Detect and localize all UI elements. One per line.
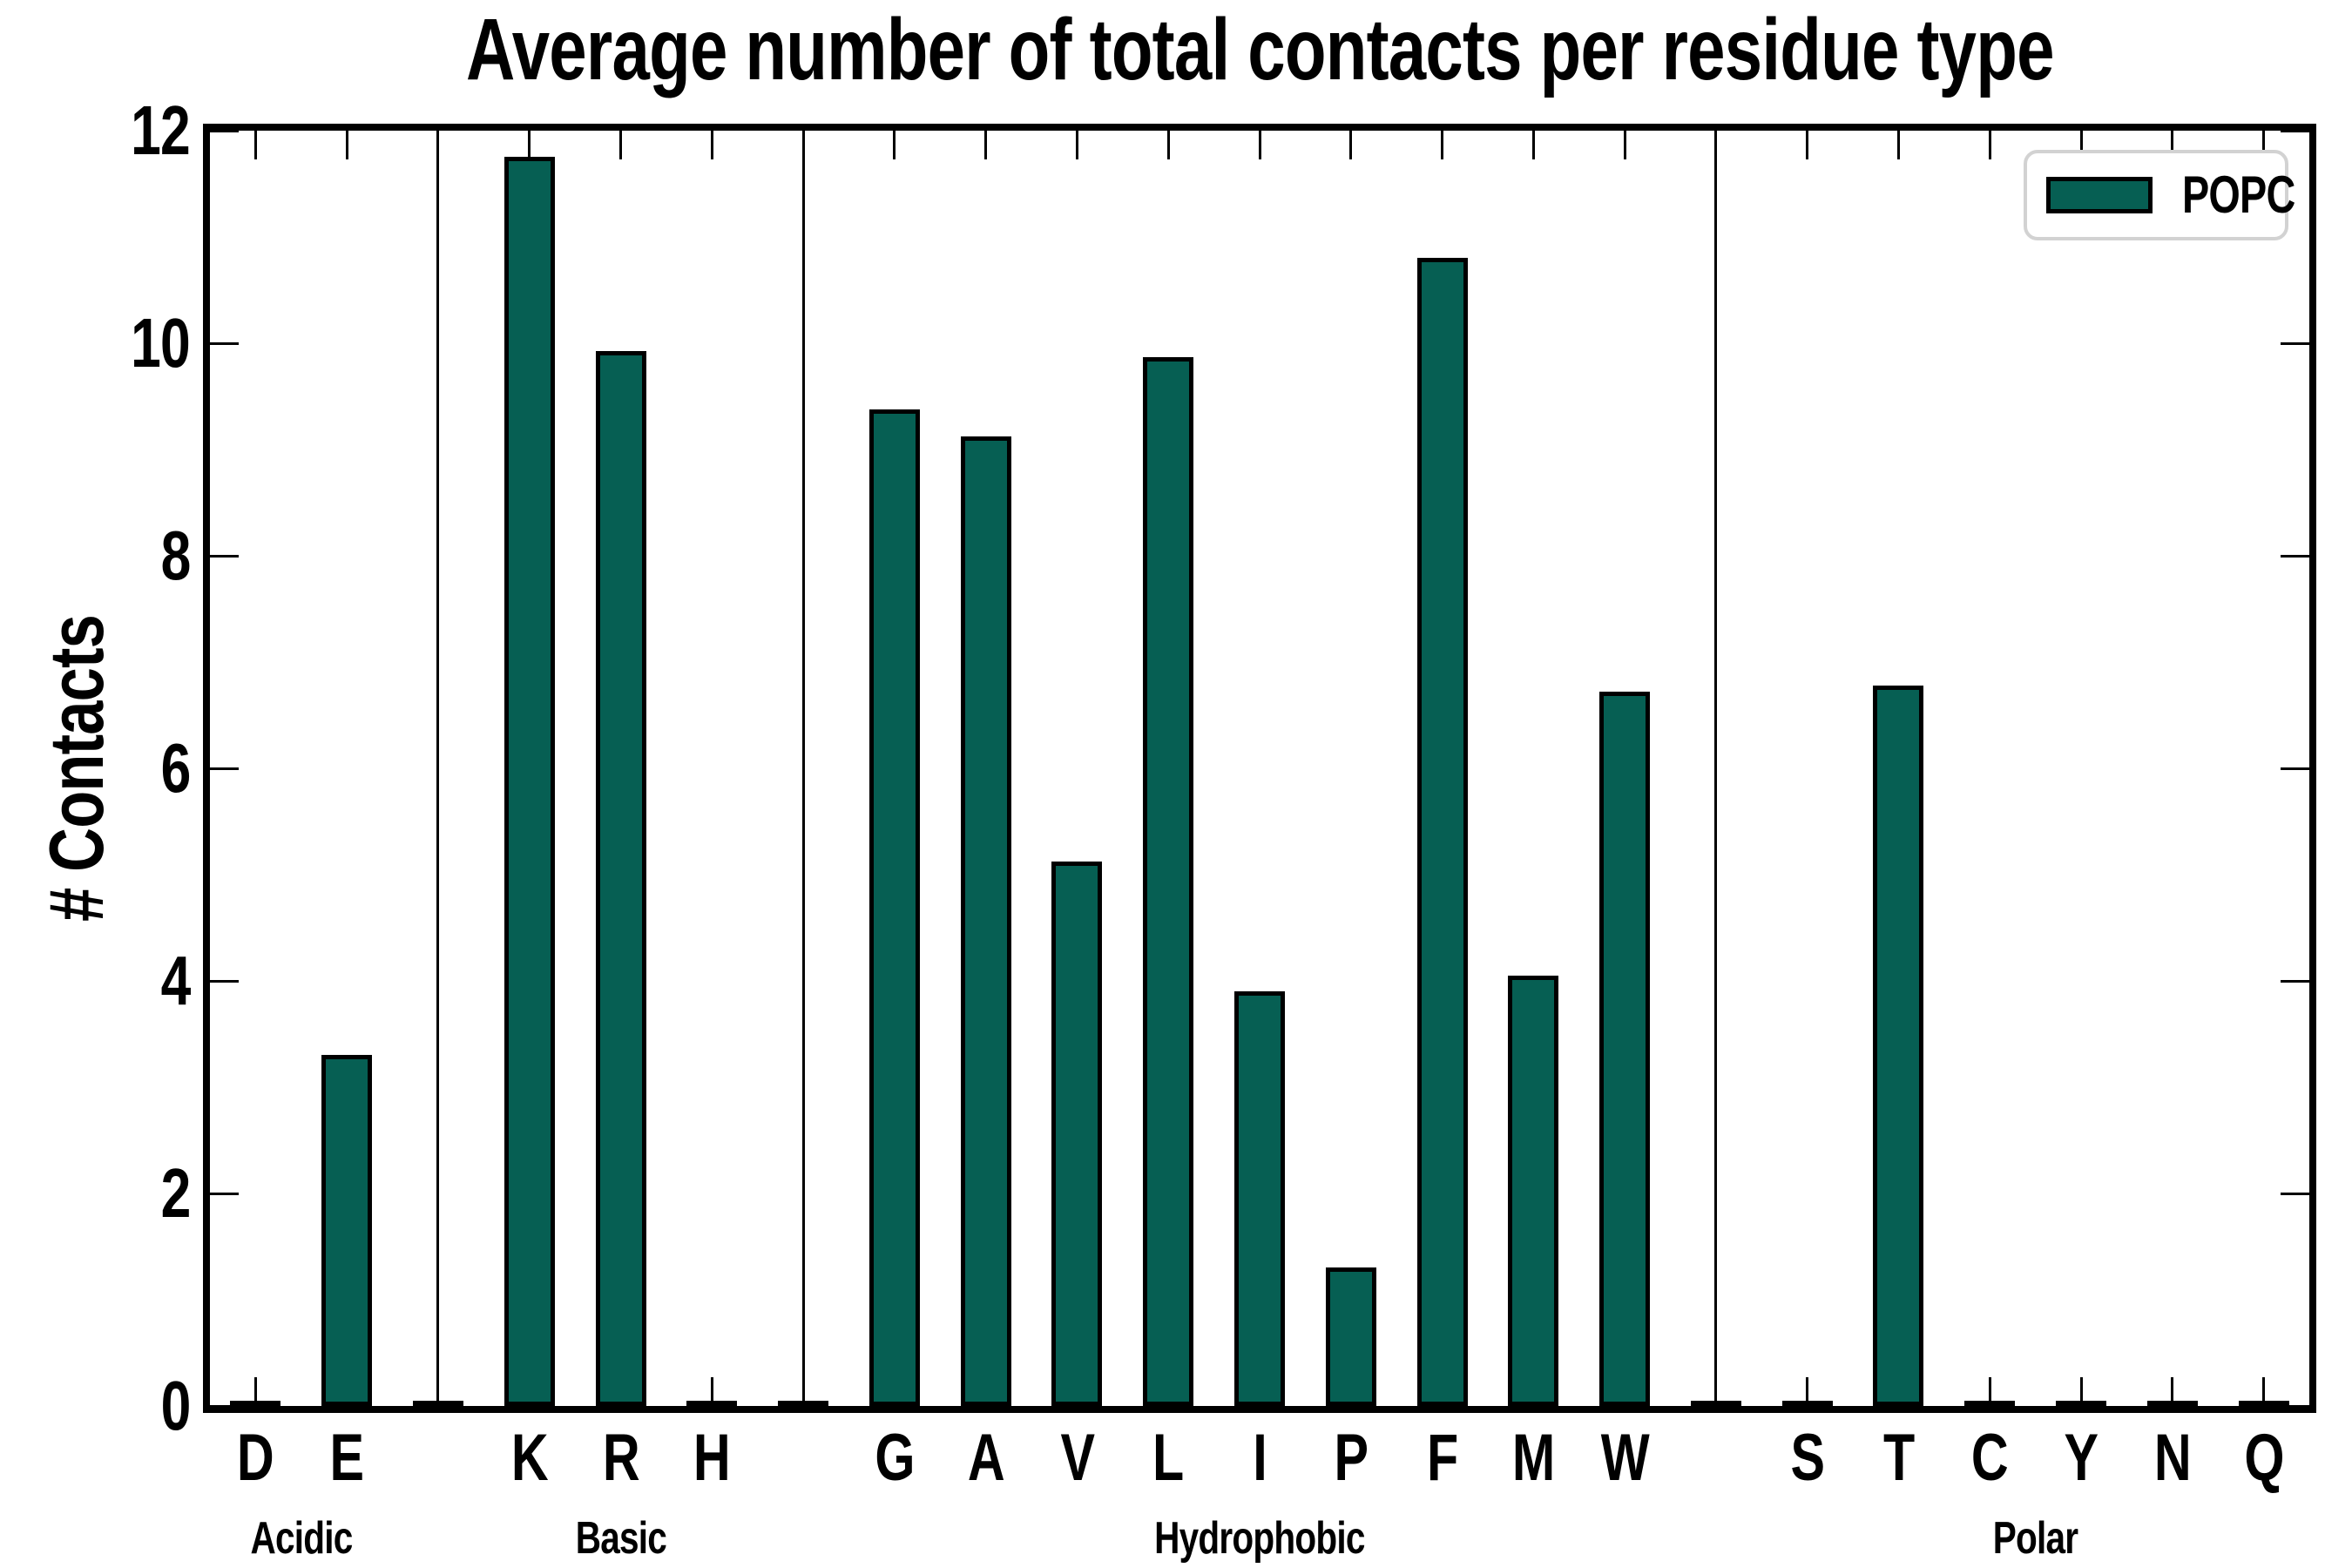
group-label-polar: Polar	[1992, 1513, 2078, 1564]
y-tick-right	[2281, 979, 2309, 983]
y-tick-left	[210, 979, 239, 983]
group-label-acidic: Acidic	[250, 1513, 353, 1564]
x-tick-label-L: L	[1152, 1421, 1184, 1495]
x-tick-label-N: N	[2153, 1421, 2192, 1495]
y-tick-label-0: 0	[160, 1367, 191, 1444]
y-tick-label-12: 12	[131, 91, 191, 169]
x-tick-label-F: F	[1426, 1421, 1458, 1495]
x-tick-label-E: E	[329, 1421, 365, 1495]
x-tick-top	[984, 131, 988, 159]
y-tick-left	[210, 341, 239, 345]
x-tick-top	[2079, 131, 2083, 159]
legend-box: POPC	[2024, 150, 2295, 240]
bar-N	[2147, 1401, 2198, 1409]
x-tick-label-S: S	[1790, 1421, 1825, 1495]
y-tick-right	[2281, 1192, 2309, 1195]
x-tick-label-Q: Q	[2243, 1421, 2284, 1495]
x-tick-top	[1531, 131, 1535, 159]
x-tick-bottom	[2171, 1377, 2174, 1406]
x-tick-label-G: G	[875, 1421, 915, 1495]
y-tick-left	[210, 1192, 239, 1195]
y-tick-label-4: 4	[160, 942, 191, 1019]
x-tick-top	[1623, 131, 1626, 159]
y-tick-left	[210, 1404, 239, 1408]
legend-swatch-popc	[2046, 177, 2153, 213]
y-tick-right	[2281, 767, 2309, 770]
x-tick-label-I: I	[1253, 1421, 1267, 1495]
bar-W	[1599, 692, 1650, 1406]
bar-E	[321, 1055, 372, 1406]
x-tick-label-P: P	[1334, 1421, 1369, 1495]
group-separator-line	[801, 131, 805, 1406]
x-tick-label-R: R	[602, 1421, 639, 1495]
x-tick-label-H: H	[693, 1421, 731, 1495]
bar-C	[1964, 1401, 2015, 1409]
x-tick-top	[1441, 131, 1444, 159]
chart-title-text: Average number of total contacts per res…	[465, 1, 2054, 98]
y-tick-left	[210, 767, 239, 770]
x-tick-top	[528, 131, 531, 159]
x-tick-top	[1258, 131, 1261, 159]
group-label-basic: Basic	[575, 1513, 666, 1564]
bar-I	[1234, 991, 1285, 1406]
x-tick-label-A: A	[967, 1421, 1005, 1495]
bar-Y	[2056, 1401, 2106, 1409]
bar-T	[1873, 686, 1923, 1406]
x-tick-label-C: C	[1971, 1421, 2009, 1495]
x-tick-bottom	[2262, 1377, 2266, 1406]
x-tick-bottom	[1988, 1377, 1991, 1406]
y-tick-right	[2281, 129, 2309, 132]
y-tick-left	[210, 129, 239, 132]
chart-title: Average number of total contacts per res…	[210, 2, 2309, 98]
bar-P	[1326, 1267, 1376, 1406]
bar-K	[504, 157, 555, 1406]
y-tick-right	[2281, 554, 2309, 558]
x-tick-bottom	[2079, 1377, 2083, 1406]
x-tick-top	[710, 131, 713, 159]
x-tick-top	[1988, 131, 1991, 159]
x-tick-bottom	[710, 1377, 713, 1406]
x-tick-label-T: T	[1882, 1421, 1915, 1495]
x-tick-top	[1075, 131, 1078, 159]
x-tick-top	[1166, 131, 1170, 159]
group-separator-line	[436, 131, 440, 1406]
y-tick-label-6: 6	[160, 729, 191, 807]
x-tick-top	[1806, 131, 1809, 159]
y-tick-right	[2281, 1404, 2309, 1408]
bar-L	[1143, 357, 1193, 1406]
bar-R	[596, 351, 646, 1406]
bar-G	[869, 409, 920, 1406]
x-tick-top	[893, 131, 896, 159]
x-tick-top	[345, 131, 348, 159]
x-tick-label-V: V	[1060, 1421, 1095, 1495]
y-tick-right	[2281, 341, 2309, 345]
x-tick-bottom	[1806, 1377, 1809, 1406]
x-tick-top	[1896, 131, 1900, 159]
x-tick-top	[619, 131, 623, 159]
y-tick-left	[210, 554, 239, 558]
group-separator-line	[1714, 131, 1718, 1406]
x-tick-label-K: K	[510, 1421, 549, 1495]
x-tick-label-W: W	[1600, 1421, 1650, 1495]
x-tick-bottom	[253, 1377, 257, 1406]
y-tick-label-10: 10	[131, 304, 191, 382]
x-tick-top	[1349, 131, 1353, 159]
bar-H	[686, 1401, 737, 1409]
x-tick-top	[2262, 131, 2266, 159]
bar-M	[1508, 976, 1558, 1406]
y-tick-label-2: 2	[160, 1154, 191, 1232]
bar-S	[1782, 1401, 1833, 1409]
bar-F	[1417, 258, 1468, 1406]
x-tick-label-Y: Y	[2064, 1421, 2099, 1495]
group-label-hydrophobic: Hydrophobic	[1154, 1513, 1365, 1564]
bar-V	[1051, 862, 1102, 1406]
x-tick-label-M: M	[1512, 1421, 1555, 1495]
x-tick-top	[2171, 131, 2174, 159]
x-tick-top	[253, 131, 257, 159]
bar-A	[961, 436, 1011, 1406]
y-tick-label-8: 8	[160, 517, 191, 594]
x-tick-label-D: D	[237, 1421, 274, 1495]
legend-label: POPC	[2182, 166, 2295, 224]
